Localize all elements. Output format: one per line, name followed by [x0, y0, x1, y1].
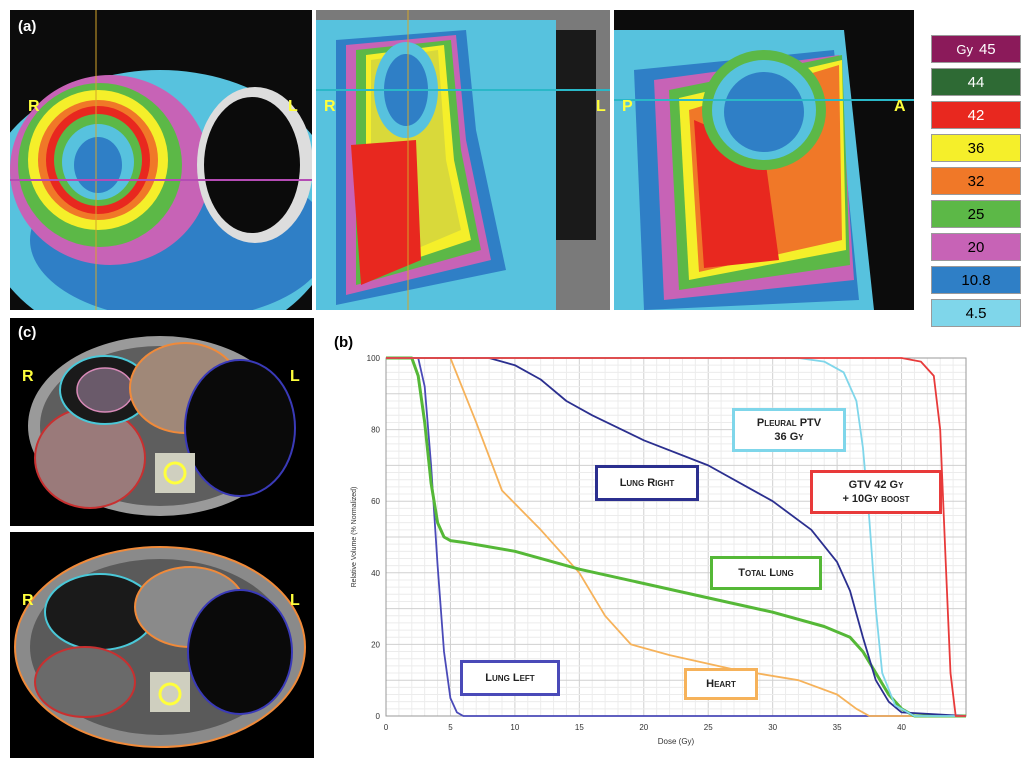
pleural-ptv-line1: Pleural PTV — [756, 417, 822, 429]
legend-value: 20 — [967, 238, 985, 256]
legend-item-45: Gy 45 — [931, 35, 1021, 63]
sagittal-posterior-marker: P — [622, 98, 633, 115]
lung-left-tag: Lung Left — [460, 660, 560, 696]
legend-item-4-5: 4.5 — [931, 299, 1021, 327]
legend-item-32: 32 — [931, 167, 1021, 195]
legend-item-36: 36 — [931, 134, 1021, 162]
legend-item-44: 44 — [931, 68, 1021, 96]
ct-upper-right-marker: R — [22, 368, 34, 385]
total-lung-tag: Total Lung — [710, 556, 822, 590]
panel-b-label: (b) — [334, 334, 354, 351]
ct-upper-image — [10, 318, 314, 526]
y-tick-label: 0 — [376, 712, 381, 721]
gtv-line2: + 10Gy boost — [842, 493, 910, 505]
ct-upper-left-marker: L — [290, 368, 300, 385]
legend-item-42: 42 — [931, 101, 1021, 129]
dvh-curve-total-lung — [386, 356, 966, 718]
legend-value: 10.8 — [961, 271, 991, 289]
dose-color-legend: Gy 45 44 42 36 32 25 20 10.8 4.5 — [931, 35, 1021, 332]
x-tick-label: 30 — [768, 723, 777, 732]
sagittal-anterior-marker: A — [894, 98, 906, 115]
x-tick-label: 15 — [575, 723, 584, 732]
x-tick-label: 10 — [510, 723, 519, 732]
dvh-chart-panel: (b) 0 5 10 15 20 25 30 35 40 0 20 40 60 80 100 Dose (Gy… — [320, 330, 1020, 760]
legend-value: 32 — [967, 172, 985, 190]
x-tick-label: 35 — [833, 723, 842, 732]
axial-left-marker: L — [288, 98, 298, 115]
ct-slice-lower: R L — [10, 532, 314, 758]
legend-value: 25 — [967, 205, 985, 223]
x-tick-label: 0 — [384, 723, 389, 732]
x-tick-label: 5 — [448, 723, 453, 732]
x-tick-label: 40 — [897, 723, 906, 732]
dvh-curve-lung-left — [386, 357, 966, 717]
ct-lower-image — [10, 532, 314, 758]
y-tick-label: 80 — [371, 426, 380, 435]
y-tick-label: 60 — [371, 497, 380, 506]
y-tick-label: 100 — [367, 354, 381, 363]
ct-lower-left-marker: L — [290, 592, 300, 609]
ct-lower-right-marker: R — [22, 592, 34, 609]
sagittal-dose-image: P A — [614, 10, 914, 310]
legend-item-25: 25 — [931, 200, 1021, 228]
legend-value: 36 — [967, 139, 985, 157]
x-tick-label: 20 — [639, 723, 648, 732]
legend-value: 4.5 — [965, 304, 987, 322]
legend-unit: Gy — [956, 41, 973, 57]
lung-right-tag: Lung Right — [595, 465, 699, 501]
dvh-chart: 0 5 10 15 20 25 30 35 40 0 20 40 60 80 100 Dose (Gy) Rel… — [351, 354, 967, 746]
panel-c-label: (c) — [18, 324, 37, 341]
gtv-tag: GTV 42 Gy + 10Gy boost — [810, 470, 942, 514]
coronal-dose-image: R L — [316, 10, 610, 310]
legend-value: 45 — [978, 40, 996, 58]
coronal-right-marker: R — [324, 98, 336, 115]
y-axis-label: Relative Volume (% Normalized) — [351, 487, 358, 588]
legend-item-10-8: 10.8 — [931, 266, 1021, 294]
y-tick-label: 20 — [371, 640, 380, 649]
legend-value: 42 — [967, 106, 985, 124]
sagittal-dose-map — [614, 10, 914, 310]
dvh-curve-gtv-42-gy-10gy-boost — [386, 357, 966, 717]
dvh-curve-heart — [386, 357, 966, 717]
y-tick-label: 40 — [371, 569, 380, 578]
pleural-ptv-tag: Pleural PTV 36 Gy — [732, 408, 846, 452]
axial-dose-image: (a) R L — [10, 10, 312, 310]
x-tick-label: 25 — [704, 723, 713, 732]
axial-right-marker: R — [28, 98, 40, 115]
pleural-ptv-line2: 36 Gy — [774, 431, 804, 443]
legend-value: 44 — [967, 73, 985, 91]
dvh-curve-lung-right — [386, 357, 967, 717]
legend-item-20: 20 — [931, 233, 1021, 261]
coronal-dose-map — [316, 10, 610, 310]
axial-dose-map — [10, 10, 312, 310]
panel-a-label: (a) — [18, 18, 37, 35]
ct-slice-upper: (c) R L — [10, 318, 314, 526]
coronal-left-marker: L — [596, 98, 606, 115]
heart-tag: Heart — [684, 668, 758, 700]
x-axis-label: Dose (Gy) — [658, 737, 695, 746]
gtv-line1: GTV 42 Gy — [848, 479, 904, 491]
